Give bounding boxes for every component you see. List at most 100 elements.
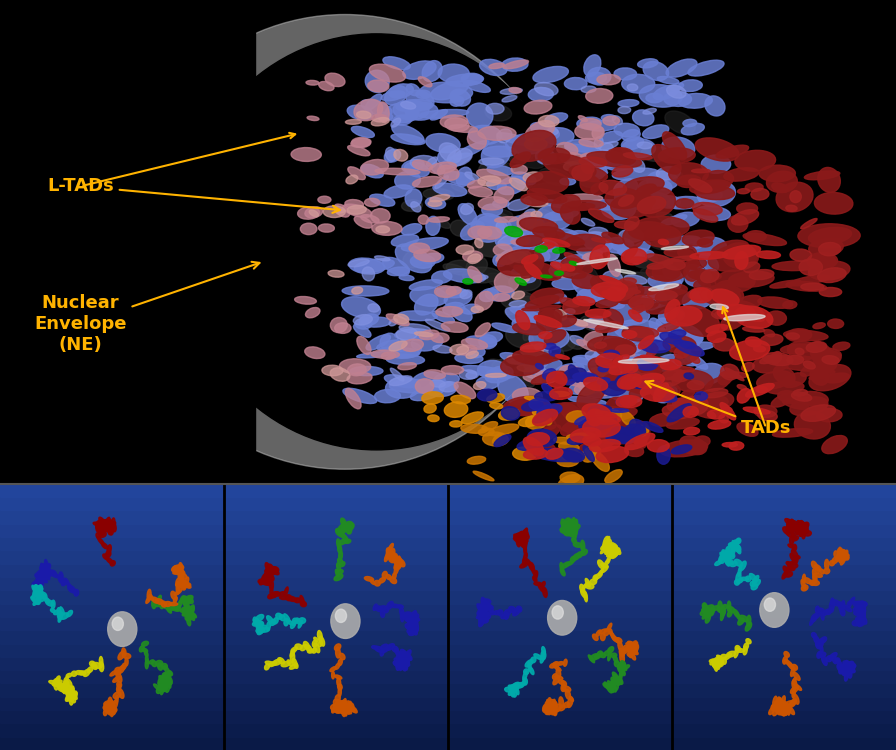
Ellipse shape: [521, 539, 527, 545]
Ellipse shape: [809, 256, 827, 268]
Bar: [672, 697, 896, 710]
Ellipse shape: [605, 542, 608, 548]
Ellipse shape: [388, 544, 393, 551]
Ellipse shape: [581, 152, 609, 159]
Ellipse shape: [504, 613, 509, 620]
Ellipse shape: [523, 172, 543, 182]
Ellipse shape: [589, 655, 595, 663]
Ellipse shape: [594, 350, 612, 359]
Ellipse shape: [804, 523, 808, 534]
Ellipse shape: [572, 166, 592, 181]
Ellipse shape: [589, 227, 608, 237]
Ellipse shape: [440, 115, 468, 128]
Ellipse shape: [619, 229, 643, 242]
Ellipse shape: [414, 616, 418, 627]
Ellipse shape: [401, 339, 423, 352]
Ellipse shape: [812, 580, 819, 586]
Ellipse shape: [422, 392, 444, 404]
Ellipse shape: [719, 559, 724, 563]
Ellipse shape: [557, 475, 583, 491]
Ellipse shape: [744, 643, 748, 650]
Bar: [672, 630, 896, 644]
Ellipse shape: [156, 686, 162, 694]
Ellipse shape: [640, 340, 670, 353]
Ellipse shape: [521, 531, 526, 542]
Ellipse shape: [822, 356, 840, 364]
Ellipse shape: [508, 215, 542, 234]
Ellipse shape: [401, 658, 408, 664]
Ellipse shape: [699, 190, 722, 202]
Ellipse shape: [555, 676, 563, 680]
Ellipse shape: [526, 559, 532, 566]
Ellipse shape: [702, 612, 709, 619]
Ellipse shape: [706, 325, 728, 333]
Ellipse shape: [725, 554, 730, 560]
Ellipse shape: [112, 700, 117, 709]
Ellipse shape: [561, 203, 581, 224]
Ellipse shape: [187, 598, 194, 604]
Ellipse shape: [313, 640, 317, 647]
Ellipse shape: [659, 332, 684, 342]
Ellipse shape: [335, 707, 341, 713]
Ellipse shape: [168, 676, 172, 685]
Ellipse shape: [495, 271, 519, 292]
Ellipse shape: [116, 682, 122, 688]
Ellipse shape: [776, 182, 813, 212]
Ellipse shape: [772, 696, 777, 706]
Ellipse shape: [809, 364, 851, 391]
Ellipse shape: [532, 410, 545, 416]
Ellipse shape: [655, 355, 684, 371]
Ellipse shape: [344, 707, 353, 712]
Ellipse shape: [339, 700, 342, 708]
Ellipse shape: [361, 164, 383, 178]
Ellipse shape: [615, 681, 618, 690]
Ellipse shape: [690, 288, 712, 303]
Ellipse shape: [615, 220, 637, 229]
Bar: [448, 644, 672, 657]
Ellipse shape: [769, 706, 775, 715]
Ellipse shape: [319, 82, 334, 91]
Ellipse shape: [700, 287, 717, 300]
Ellipse shape: [582, 404, 611, 422]
Ellipse shape: [515, 278, 526, 285]
Ellipse shape: [592, 634, 599, 640]
Ellipse shape: [406, 653, 409, 662]
Ellipse shape: [582, 254, 594, 262]
Bar: [672, 644, 896, 657]
Ellipse shape: [58, 577, 65, 584]
Ellipse shape: [389, 341, 407, 351]
Ellipse shape: [668, 335, 678, 343]
Ellipse shape: [106, 518, 109, 526]
Ellipse shape: [646, 94, 663, 103]
Ellipse shape: [522, 235, 547, 249]
Ellipse shape: [426, 157, 437, 166]
Ellipse shape: [412, 160, 433, 171]
Ellipse shape: [375, 389, 401, 403]
Ellipse shape: [318, 196, 331, 203]
Ellipse shape: [184, 583, 191, 586]
Ellipse shape: [724, 314, 765, 321]
Ellipse shape: [642, 124, 668, 139]
Ellipse shape: [732, 541, 737, 550]
Ellipse shape: [654, 383, 677, 403]
Ellipse shape: [401, 238, 448, 251]
Ellipse shape: [185, 597, 193, 604]
Ellipse shape: [857, 602, 865, 605]
Ellipse shape: [612, 116, 623, 124]
Ellipse shape: [790, 686, 798, 694]
Ellipse shape: [809, 238, 843, 256]
Ellipse shape: [744, 407, 770, 414]
Ellipse shape: [258, 624, 263, 632]
Ellipse shape: [775, 701, 781, 708]
Ellipse shape: [804, 578, 811, 584]
Ellipse shape: [628, 646, 633, 651]
Ellipse shape: [543, 704, 548, 710]
Ellipse shape: [404, 658, 409, 664]
Ellipse shape: [746, 615, 751, 626]
Ellipse shape: [156, 661, 163, 666]
Ellipse shape: [564, 234, 605, 251]
Ellipse shape: [412, 620, 417, 626]
Ellipse shape: [630, 419, 645, 434]
Ellipse shape: [641, 356, 668, 364]
Ellipse shape: [396, 328, 418, 340]
